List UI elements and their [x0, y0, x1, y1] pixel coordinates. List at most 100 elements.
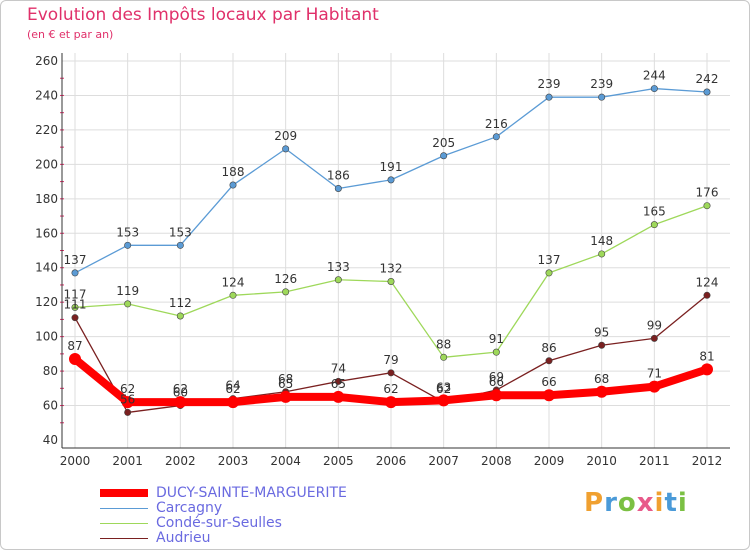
data-label-3: 111 [64, 298, 87, 312]
data-label-2: 124 [222, 275, 245, 289]
y-tick-label: 240 [35, 88, 58, 102]
data-label-3: 79 [383, 353, 398, 367]
data-point-2 [334, 276, 342, 284]
x-tick-label: 2011 [639, 454, 670, 468]
data-point-0 [490, 389, 503, 402]
data-point-2 [703, 202, 711, 210]
legend-item-audrieu: Audrieu [100, 530, 211, 546]
data-label-2: 88 [436, 337, 451, 351]
data-point-3 [124, 408, 132, 416]
data-label-0: 71 [647, 367, 662, 381]
data-point-3 [71, 314, 79, 322]
legend-label-carcagny: Carcagny [156, 500, 223, 516]
data-label-0: 62 [383, 382, 398, 396]
data-point-0 [385, 396, 397, 409]
data-label-3: 124 [696, 275, 719, 289]
chart-title: Evolution des Impôts locaux par Habitant [27, 5, 379, 25]
data-label-1: 239 [538, 77, 561, 91]
data-label-3: 69 [489, 370, 504, 384]
data-point-2 [545, 269, 553, 277]
x-tick-label: 2003 [218, 454, 249, 468]
data-point-0 [701, 363, 713, 376]
x-tick-label: 2002 [165, 454, 196, 468]
data-point-3 [598, 341, 606, 349]
data-point-2 [176, 312, 184, 320]
data-point-1 [492, 133, 500, 141]
data-label-2: 126 [274, 272, 297, 286]
data-label-1: 137 [64, 253, 87, 267]
data-point-1 [703, 88, 711, 96]
data-label-0: 62 [225, 382, 240, 396]
y-tick-label: 200 [35, 157, 58, 171]
data-label-0: 68 [594, 372, 609, 386]
data-point-2 [598, 250, 606, 258]
data-label-3: 86 [541, 341, 556, 355]
data-label-0: 87 [67, 339, 82, 353]
y-tick-label: 220 [35, 123, 58, 137]
data-label-3: 62 [436, 382, 451, 396]
data-point-0 [543, 389, 555, 402]
proxiti-logo: Proxiti [584, 488, 688, 518]
data-label-1: 216 [485, 117, 508, 131]
chart-subtitle: (en € et par an) [27, 28, 114, 41]
data-point-1 [229, 181, 237, 189]
legend-swatch-ducy [100, 489, 148, 497]
data-label-3: 56 [120, 392, 135, 406]
data-label-3: 95 [594, 325, 609, 339]
x-tick-label: 2008 [481, 454, 512, 468]
x-tick-label: 2010 [586, 454, 617, 468]
data-point-2 [492, 348, 500, 356]
data-label-1: 209 [274, 129, 297, 143]
legend-swatch-carcagny [100, 507, 148, 509]
data-label-3: 60 [173, 386, 188, 400]
data-label-1: 242 [696, 72, 719, 86]
x-tick-label: 2009 [534, 454, 565, 468]
data-label-1: 239 [590, 77, 613, 91]
data-label-3: 74 [331, 361, 346, 375]
data-label-1: 153 [169, 225, 192, 239]
legend-label-ducy: DUCY-SAINTE-MARGUERITE [156, 485, 347, 501]
data-label-0: 63 [436, 380, 451, 394]
data-point-0 [648, 380, 661, 393]
x-tick-label: 2000 [60, 454, 91, 468]
data-label-1: 186 [327, 168, 350, 182]
series-lines [69, 85, 713, 416]
data-point-1 [334, 184, 342, 192]
logo-letter: i [677, 488, 688, 518]
data-point-3 [703, 291, 711, 299]
data-label-2: 148 [590, 234, 613, 248]
data-label-0: 66 [489, 375, 504, 389]
y-tick-label: 140 [35, 261, 58, 275]
legend-label-conde: Condé-sur-Seulles [156, 515, 282, 531]
data-label-0: 65 [331, 377, 346, 391]
data-point-2 [229, 291, 237, 299]
axes: 40 60 80 100 120 140 160 180 200 220 240 260 2000 200… [35, 53, 730, 468]
data-label-2: 117 [64, 287, 87, 301]
data-point-2 [282, 288, 290, 296]
x-tick-label: 2005 [323, 454, 354, 468]
data-point-3 [387, 369, 395, 377]
data-point-1 [124, 241, 132, 249]
data-point-3 [650, 334, 658, 342]
y-tick-label: 120 [35, 295, 58, 309]
logo-letter: t [664, 488, 678, 518]
data-label-2: 119 [116, 284, 139, 298]
legend-item-ducy: DUCY-SAINTE-MARGUERITE [100, 485, 347, 501]
data-point-0 [174, 396, 187, 409]
y-tick-label: 40 [43, 433, 58, 447]
data-point-1 [650, 85, 658, 93]
data-point-3 [545, 357, 553, 365]
legend-item-carcagny: Carcagny [100, 500, 223, 516]
data-point-1 [71, 269, 79, 277]
data-point-1 [282, 145, 290, 153]
data-point-1 [176, 241, 184, 249]
legend-label-audrieu: Audrieu [156, 530, 211, 546]
logo-letter: r [604, 488, 618, 518]
y-tick-label: 260 [35, 54, 58, 68]
x-tick-label: 2012 [692, 454, 723, 468]
x-tick-label: 2001 [112, 454, 143, 468]
data-label-2: 176 [696, 186, 719, 200]
